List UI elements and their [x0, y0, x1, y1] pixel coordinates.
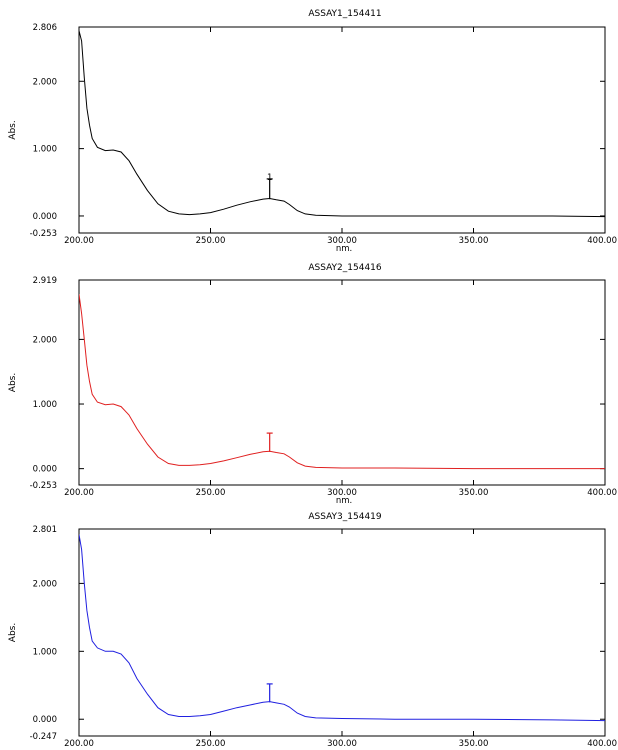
- y-tick-label: 0.000: [33, 465, 57, 475]
- y-axis-label: Abs.: [8, 623, 18, 642]
- y-tick-label: 2.000: [33, 579, 57, 589]
- chart-title: ASSAY2_154416: [308, 263, 382, 273]
- chart-title: ASSAY1_154411: [308, 9, 381, 19]
- chart-title: ASSAY3_154419: [308, 512, 382, 522]
- x-tick-label: 200.00: [64, 488, 94, 498]
- chart-panel-2: ASSAY2_154416 2.919 2.000 1.000 0.000 -0.253 2…: [8, 263, 617, 506]
- plot-frame: [78, 528, 606, 737]
- x-tick-label: 250.00: [196, 488, 226, 498]
- y-tick-label: 2.000: [33, 335, 57, 345]
- y-axis-label: Abs.: [8, 120, 18, 139]
- x-axis-label: nm.: [336, 496, 352, 506]
- spectrum-line: [79, 294, 605, 470]
- plot-frame: [78, 279, 606, 486]
- x-tick-label: 400.00: [587, 739, 617, 749]
- x-tick-label: 400.00: [587, 488, 617, 498]
- chart-panel-3: ASSAY3_154419 2.801 2.000 1.000 0.000 -0.247 2…: [8, 512, 617, 749]
- y-tick-label: 0.000: [33, 212, 57, 222]
- x-tick-label: 200.00: [64, 236, 94, 246]
- x-tick-label: 200.00: [64, 739, 94, 749]
- y-tick-label: 1.000: [33, 400, 57, 410]
- x-axis-label: nm.: [336, 244, 352, 254]
- plot-frame: [78, 26, 606, 234]
- y-tick-label: 0.000: [33, 715, 57, 725]
- y-axis-label: Abs.: [8, 373, 18, 392]
- x-tick-label: 400.00: [587, 236, 617, 246]
- y-tick-label: 2.919: [33, 276, 57, 286]
- x-tick-label: 300.00: [327, 739, 357, 749]
- y-tick-label: 2.000: [33, 77, 57, 87]
- chart-panel-1: ASSAY1_154411 2.806 2.000 1.000 0.000 -0.253 2…: [8, 9, 617, 254]
- spectrum-line: [79, 534, 605, 722]
- x-tick-label: 300.00: [327, 236, 357, 246]
- spectrum-line: [79, 30, 605, 218]
- x-tick-label: 250.00: [196, 739, 226, 749]
- y-tick-label: -0.247: [30, 732, 57, 742]
- y-tick-label: 1.000: [33, 145, 57, 155]
- x-tick-label: 250.00: [196, 236, 226, 246]
- x-tick-label: 350.00: [459, 236, 489, 246]
- y-tick-label: -0.253: [30, 481, 57, 491]
- x-tick-label: 350.00: [459, 488, 489, 498]
- y-tick-label: 2.801: [33, 525, 57, 535]
- x-tick-label: 300.00: [327, 488, 357, 498]
- peak-label: 1: [267, 173, 272, 183]
- y-tick-label: 1.000: [33, 647, 57, 657]
- y-tick-label: -0.253: [30, 229, 57, 239]
- x-tick-label: 350.00: [459, 739, 489, 749]
- y-tick-label: 2.806: [33, 23, 57, 33]
